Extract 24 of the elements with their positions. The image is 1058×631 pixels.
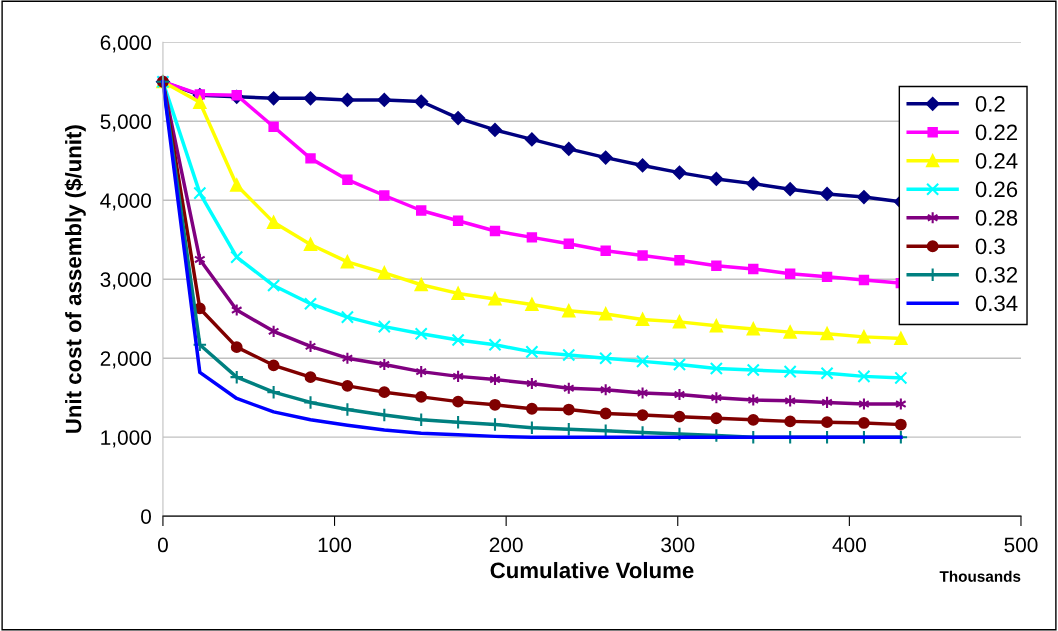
y-tick-label: 1,000	[101, 430, 152, 448]
x-tick-label: 400	[832, 537, 866, 553]
x-tick-label: 0	[157, 537, 168, 553]
y-tick-label: 3,000	[100, 272, 152, 290]
legend-label: 0.3	[975, 238, 1005, 255]
y-tick-label: 4,000	[100, 193, 152, 211]
legend-label: 0.34	[975, 295, 1018, 312]
x-tick-label: 200	[489, 537, 523, 553]
text: Thousands	[939, 570, 1021, 582]
legend-label: 0.24	[975, 153, 1018, 169]
legend-label: 0.22	[975, 124, 1018, 141]
y-tick-label: 5,000	[100, 114, 152, 132]
x-tick-label: 300	[661, 537, 695, 553]
legend-label: 0.2	[975, 96, 1005, 112]
x-tick-label: 100	[318, 537, 352, 553]
legend-label: 0.26	[975, 181, 1018, 198]
y-tick-label: 2,000	[100, 351, 152, 369]
y-tick-label: 0	[141, 509, 152, 524]
x-tick-label: 500	[1004, 537, 1038, 553]
legend-label: 0.32	[975, 266, 1018, 283]
y-tick-label: 6,000	[100, 35, 152, 53]
legend-label: 0.28	[975, 210, 1018, 226]
y-axis-title: Unit cost of assembly ($/unit)	[64, 125, 86, 433]
x-axis-title: Cumulative Volume	[490, 561, 694, 579]
